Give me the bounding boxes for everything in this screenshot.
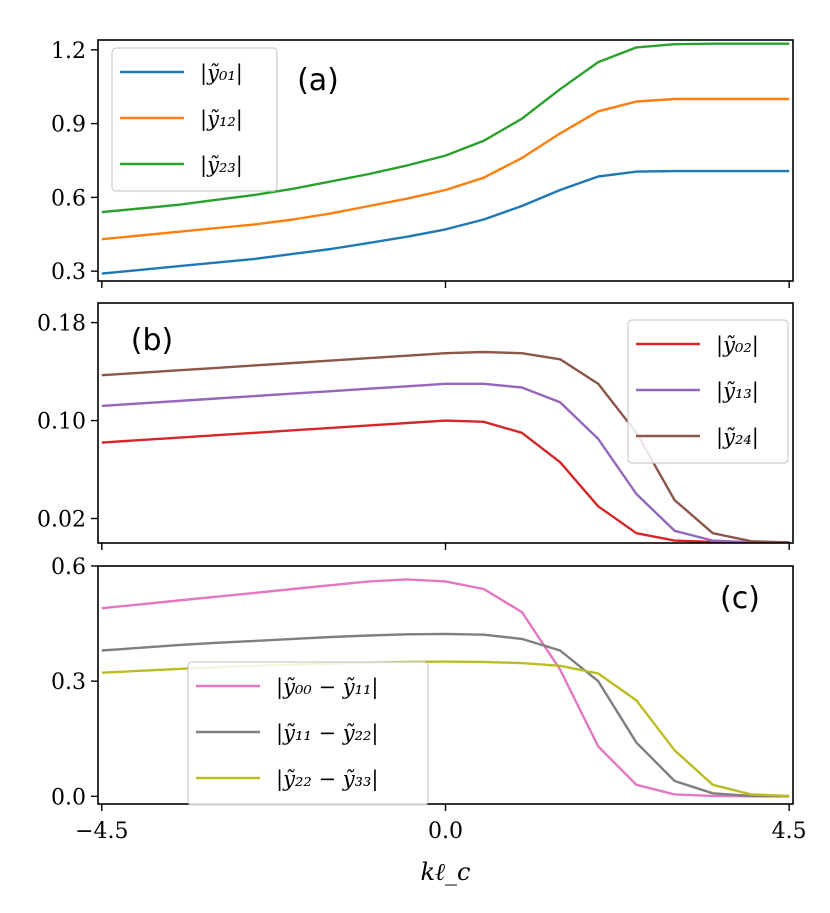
panel-a-legend-box (111, 47, 278, 192)
panel-c: 0.0 0.3 0.6 −4.5 0.0 4.5 kℓ_c |ỹ₀₀ − ỹ₁₁| |ỹ₁₁ −… (51, 555, 807, 886)
panel-b: 0.02 0.10 0.18 |ỹ₀₂| |ỹ₁₃| |ỹ₂₄| (b) (37, 302, 794, 550)
panel-a-label: (a) (297, 63, 339, 98)
panel-a-ytick-label: 1.2 (51, 39, 86, 64)
panel-c-xtick-label: −4.5 (75, 819, 128, 844)
panel-a-legend-entry: |ỹ₀₁| (200, 61, 243, 86)
panel-b-label: (b) (131, 323, 173, 358)
panel-c-legend: |ỹ₀₀ − ỹ₁₁| |ỹ₁₁ − ỹ₂₂| |ỹ₂₂ − ỹ₃₃| (187, 661, 429, 806)
panel-a-series-line-3 (101, 42, 790, 214)
panel-a-ytick-label: 0.6 (51, 186, 86, 211)
panel-c-legend-entry: |ỹ₂₂ − ỹ₃₃| (276, 767, 379, 792)
panel-b-ytick-label: 0.02 (37, 508, 86, 533)
panel-a-legend-entry: |ỹ₂₃| (200, 153, 243, 178)
panel-c-xtick-label: 0.0 (428, 819, 463, 844)
panel-b-ytick-label: 0.10 (37, 410, 86, 435)
panel-c-ytick-label: 0.3 (51, 670, 86, 695)
panel-b-legend-box (627, 319, 789, 464)
panel-a: 0.3 0.6 0.9 1.2 |ỹ₀₁| |ỹ₁₂| |ỹ₂₃| (a) (51, 39, 794, 288)
panel-b-legend-entry: |ỹ₀₂| (716, 333, 759, 358)
panel-a-series-line-1 (101, 169, 790, 275)
panel-c-legend-entry: |ỹ₀₀ − ỹ₁₁| (276, 675, 379, 700)
panel-b-legend-entry: |ỹ₂₄| (716, 425, 759, 450)
panel-b-series-line-1 (101, 419, 790, 543)
panel-c-ytick-label: 0.0 (51, 785, 86, 810)
panel-b-legend: |ỹ₀₂| |ỹ₁₃| |ỹ₂₄| (627, 319, 789, 464)
panel-b-legend-entry: |ỹ₁₃| (716, 379, 759, 404)
panel-a-ytick-label: 0.9 (51, 113, 86, 138)
panel-b-series-line-2 (101, 382, 790, 543)
panel-c-label: (c) (720, 581, 760, 616)
panel-a-legend: |ỹ₀₁| |ỹ₁₂| |ỹ₂₃| (111, 47, 278, 192)
panel-b-series-line-3 (101, 350, 790, 543)
panel-c-series-line-2 (101, 632, 790, 798)
panel-c-legend-box (187, 661, 429, 806)
panel-a-ytick-label: 0.3 (51, 260, 86, 285)
panel-a-legend-entry: |ỹ₁₂| (200, 107, 243, 132)
panel-c-xtick-label: 4.5 (772, 819, 807, 844)
panel-a-series-line-2 (101, 97, 790, 241)
x-axis-label: kℓ_c (421, 858, 471, 886)
panel-c-legend-entry: |ỹ₁₁ − ỹ₂₂| (276, 721, 379, 746)
panel-b-ytick-label: 0.18 (37, 312, 86, 337)
panel-c-ytick-label: 0.6 (51, 555, 86, 580)
panel-c-series-line-1 (101, 578, 790, 798)
